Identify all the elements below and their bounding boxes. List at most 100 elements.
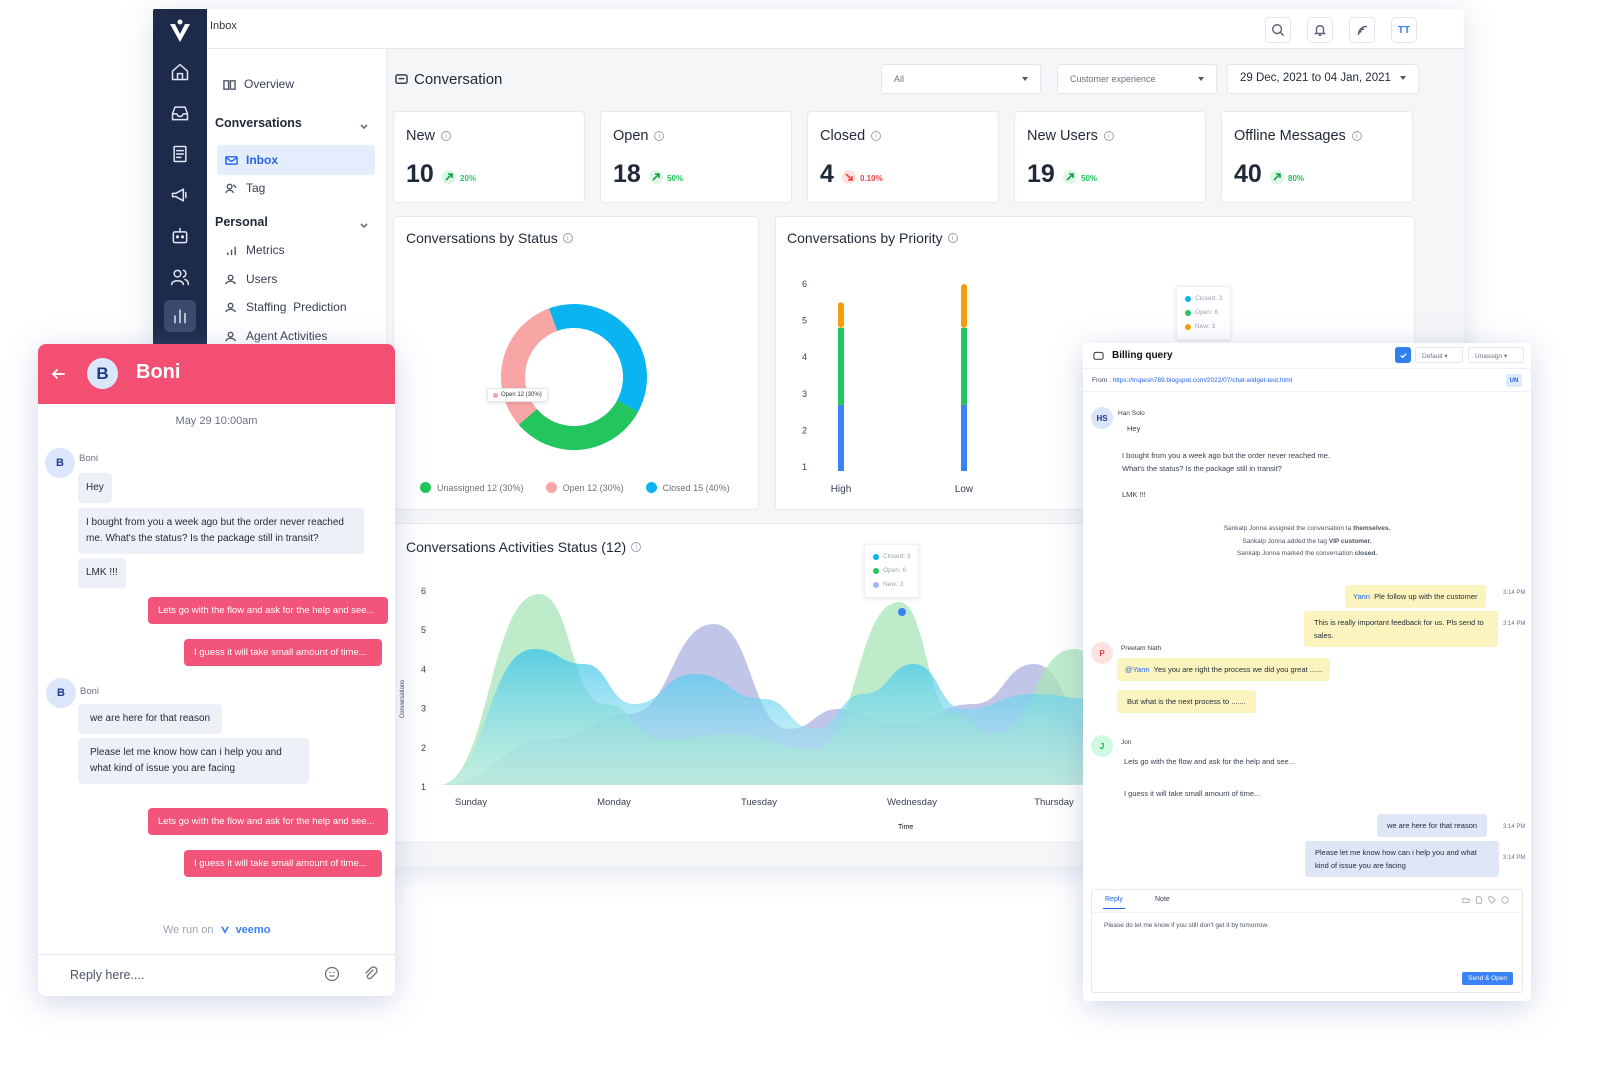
system-event: Sankalp Jonna added the tag VIP customer… [1083,536,1531,549]
back-arrow-icon[interactable] [50,366,66,382]
nav-staffing-prediction[interactable]: Staffing Prediction [225,300,347,314]
file-icon[interactable] [1475,896,1483,904]
nav-group-conversations[interactable]: Conversations [215,116,302,130]
nav-tag[interactable]: Tag [225,181,265,195]
info-icon[interactable]: i [654,131,665,141]
attachment-icon[interactable] [363,966,379,982]
from-url-link[interactable]: https://trupesh789.blogspot.com/2022/07/… [1112,377,1293,384]
sender-avatar: B [45,448,75,478]
info-icon[interactable]: i [871,131,882,141]
donut-slice-closed[interactable] [548,304,647,412]
status-legend: Unassigned 12 (30%) Open 12 (30%) Closed… [420,482,730,493]
donut-slice-unassigned[interactable] [518,400,639,450]
info-icon[interactable]: i [947,233,958,243]
bar-segment-new[interactable] [961,284,967,328]
message-text: Lets go with the flow and ask for the he… [1124,757,1295,766]
legend-dot [1185,324,1191,330]
stat-card[interactable]: New Users i 19 50% [1014,111,1206,203]
legend-dot [545,482,557,493]
chat-widget: B Boni May 29 10:00am B Boni Hey I bough… [38,344,395,996]
inbox-icon[interactable] [164,97,196,129]
tooltip-line: Closed: 3 [883,553,911,560]
breadcrumb: Inbox [210,20,237,32]
donut-slice-open[interactable] [501,308,558,425]
stat-card[interactable]: Closed i 4 0.10% [807,111,999,203]
mention[interactable]: @Yann [1125,665,1150,674]
page-title-text: Conversation [414,71,503,88]
user-icon [225,274,236,284]
send-and-open-button[interactable]: Send & Open [1462,972,1514,985]
tab-note[interactable]: Note [1155,896,1170,903]
user-avatar[interactable]: TT [1391,17,1417,43]
info-icon[interactable]: i [1351,131,1362,141]
brand-name[interactable]: veemo [235,924,271,936]
tab-reply[interactable]: Reply [1105,896,1123,903]
assign-select[interactable]: Unassign ▾ [1468,347,1524,363]
assign-select-value: Unassign [1475,353,1503,360]
folder-icon[interactable] [1462,896,1470,904]
bar-segment-new[interactable] [838,302,844,328]
priority-select[interactable]: Default ▾ [1415,347,1463,363]
users-icon[interactable] [164,261,196,293]
nav-inbox[interactable]: Inbox [225,153,278,167]
home-icon[interactable] [164,56,196,88]
y-tick-label: 4 [421,664,426,674]
top-bar: Inbox TT [207,9,1464,49]
document-icon[interactable] [164,138,196,170]
contact-avatar: B [87,358,118,389]
chevron-down-icon[interactable] [359,119,369,130]
nav-agent-label: Agent Activities [246,329,328,343]
filter-topic-select[interactable]: Customer experience [1057,64,1217,94]
chevron-down-icon[interactable] [359,218,369,229]
resolve-checkbox[interactable] [1395,347,1411,363]
nav-group-personal[interactable]: Personal [215,215,268,229]
powered-by-text: We run on [163,924,214,936]
search-icon[interactable] [1265,17,1291,43]
stat-label-text: Open [613,128,649,144]
priority-select-value: Default [1422,353,1443,360]
bell-icon[interactable] [1307,17,1333,43]
incoming-message: Please let me know how can i help you an… [78,738,309,784]
tag-icon [225,183,237,193]
bar-segment-closed[interactable] [838,404,844,471]
legend-item[interactable]: Closed 15 (40%) [645,482,730,493]
emoji-icon[interactable] [324,966,340,982]
bar-segment-open[interactable] [961,327,967,405]
info-icon[interactable]: i [441,131,452,141]
assignee-badge[interactable]: UN [1506,374,1522,387]
emoji-icon[interactable] [1501,896,1509,904]
nav-users[interactable]: Users [225,272,277,286]
stat-value: 19 [1027,160,1055,188]
broadcast-icon[interactable] [1349,17,1375,43]
sender-name: Jon [1121,739,1132,746]
analytics-icon[interactable] [164,300,196,332]
megaphone-icon[interactable] [164,179,196,211]
stat-card[interactable]: Open i 18 50% [600,111,792,203]
nav-overview[interactable]: Overview [223,77,294,91]
veemo-logo-icon[interactable] [165,17,195,47]
bar-segment-closed[interactable] [961,404,967,471]
reply-textarea[interactable]: Please do let me know if you still don't… [1104,922,1269,929]
user-icon [225,302,236,312]
stat-label: Open i [613,128,665,144]
info-icon[interactable]: i [562,233,573,243]
reply-input[interactable]: Reply here.... [70,968,145,982]
bot-icon[interactable] [164,220,196,252]
legend-item[interactable]: Open 12 (30%) [545,482,624,493]
tag-icon[interactable] [1488,896,1496,904]
mention[interactable]: Yann [1353,592,1370,601]
cyan-series-area[interactable] [439,649,1094,785]
hover-point[interactable] [898,608,906,616]
outgoing-message: I guess it will take small amount of tim… [184,639,382,666]
nav-metrics[interactable]: Metrics [225,243,285,257]
from-label: From : [1092,377,1111,384]
info-icon[interactable]: i [631,542,642,552]
stat-card[interactable]: Offline Messages i 40 80% [1221,111,1413,203]
nav-agent-activities[interactable]: Agent Activities [225,329,327,343]
date-range-picker[interactable]: 29 Dec, 2021 to 04 Jan, 2021 [1227,64,1419,94]
bar-segment-open[interactable] [838,327,844,405]
filter-all-select[interactable]: All [881,64,1041,94]
info-icon[interactable]: i [1103,131,1114,141]
legend-item[interactable]: Unassigned 12 (30%) [420,482,524,493]
stat-card[interactable]: New i 10 20% [393,111,585,203]
